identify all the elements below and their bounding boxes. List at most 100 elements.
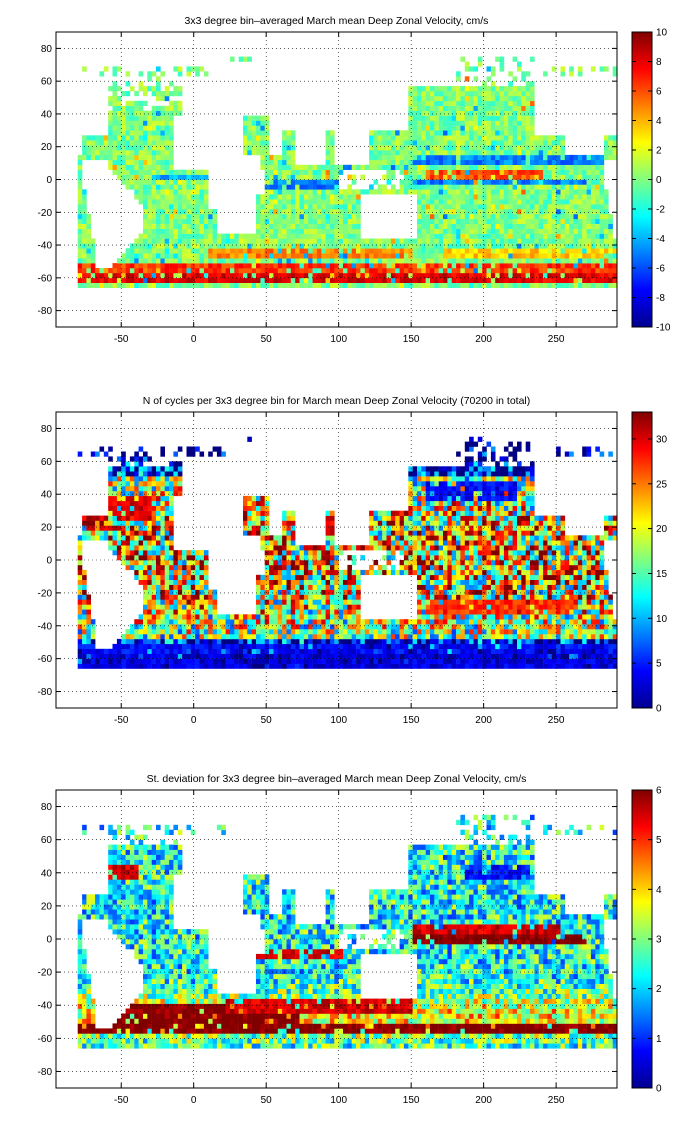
heatmap-cell <box>308 199 313 205</box>
heatmap-cell <box>425 634 431 640</box>
heatmap-cell <box>477 614 483 620</box>
heatmap-cell <box>434 643 439 650</box>
heatmap-cell <box>221 233 226 239</box>
heatmap-cell <box>521 658 526 664</box>
heatmap-cell <box>495 643 500 650</box>
heatmap-cell <box>251 643 257 650</box>
heatmap-cell <box>382 248 387 254</box>
heatmap-cell <box>517 184 522 190</box>
heatmap-cell <box>538 258 544 264</box>
heatmap-cell <box>538 213 544 220</box>
heatmap-cell <box>377 164 383 170</box>
heatmap-cell <box>325 135 331 141</box>
heatmap-cell <box>608 619 613 625</box>
heatmap-cell <box>129 150 135 156</box>
heatmap-cell <box>582 243 587 249</box>
heatmap-cell <box>82 135 87 141</box>
heatmap-cell <box>569 253 574 259</box>
heatmap-cell <box>203 169 209 175</box>
heatmap-cell <box>277 228 283 234</box>
heatmap-cell <box>251 624 257 630</box>
heatmap-cell <box>503 272 509 279</box>
heatmap-cell <box>417 218 422 224</box>
heatmap-cell <box>212 282 218 288</box>
heatmap-cell <box>386 154 392 161</box>
heatmap-cell <box>312 638 318 645</box>
heatmap-cell <box>299 248 305 254</box>
heatmap-cell <box>517 282 522 288</box>
heatmap-cell <box>277 663 283 669</box>
heatmap-cell <box>282 619 287 625</box>
heatmap-cell <box>390 638 396 645</box>
heatmap-cell <box>282 218 287 224</box>
heatmap-cell <box>138 81 144 87</box>
heatmap-cell <box>595 282 600 288</box>
heatmap-cell <box>208 614 213 620</box>
heatmap-cell <box>508 154 513 161</box>
heatmap-cell <box>169 189 174 195</box>
heatmap-cell <box>417 184 422 190</box>
heatmap-cell <box>469 194 474 200</box>
heatmap-cell <box>82 268 87 274</box>
heatmap-cell <box>325 634 331 640</box>
heatmap-cell <box>599 248 605 254</box>
heatmap-cell <box>521 115 526 121</box>
heatmap-cell <box>243 658 248 664</box>
heatmap-cell <box>208 209 213 215</box>
heatmap-cell <box>447 614 452 620</box>
heatmap-cell <box>247 56 252 62</box>
heatmap-cell <box>282 653 287 659</box>
heatmap-cell <box>299 228 305 234</box>
heatmap-cell <box>160 619 165 625</box>
heatmap-cell <box>390 282 396 288</box>
heatmap-cell <box>82 243 87 249</box>
heatmap-cell <box>277 253 283 259</box>
heatmap-cell <box>230 638 235 645</box>
heatmap-cell <box>86 248 91 254</box>
heatmap-cell <box>156 135 161 141</box>
heatmap-cell <box>338 638 344 645</box>
heatmap-cell <box>277 223 283 229</box>
heatmap-cell <box>286 263 292 269</box>
heatmap-cell <box>356 268 361 274</box>
heatmap-cell <box>408 86 413 92</box>
heatmap-cell <box>543 199 548 205</box>
heatmap-cell <box>369 653 374 659</box>
heatmap-cell <box>464 194 470 200</box>
heatmap-cell <box>351 663 357 669</box>
heatmap-cell <box>325 653 331 659</box>
heatmap-cell <box>412 253 418 259</box>
heatmap-cell <box>312 164 318 170</box>
heatmap-cell <box>373 145 379 151</box>
heatmap-cell <box>469 243 474 249</box>
heatmap-cell <box>486 120 492 126</box>
heatmap-cell <box>608 154 613 161</box>
heatmap-cell <box>347 218 352 224</box>
heatmap-cell <box>190 213 196 220</box>
heatmap-cell <box>125 629 131 635</box>
heatmap-cell <box>503 648 509 654</box>
heatmap-cell <box>347 228 352 234</box>
heatmap-cell <box>243 125 248 131</box>
heatmap-cell <box>143 263 148 269</box>
heatmap-cell <box>264 638 270 645</box>
heatmap-cell <box>508 634 513 640</box>
heatmap-cell <box>577 233 583 239</box>
heatmap-cell <box>590 663 596 669</box>
heatmap-cell <box>82 648 87 654</box>
heatmap-cell <box>190 638 196 645</box>
heatmap-cell <box>425 91 431 97</box>
heatmap-cell <box>599 66 605 72</box>
heatmap-cell <box>251 277 257 283</box>
heatmap-cell <box>77 223 83 229</box>
heatmap-cell <box>77 204 83 210</box>
heatmap-cell <box>199 66 205 72</box>
heatmap-cell <box>330 638 335 645</box>
heatmap-cell <box>556 277 561 283</box>
heatmap-cell <box>208 648 213 654</box>
heatmap-cell <box>443 233 448 239</box>
heatmap-cell <box>190 209 196 215</box>
heatmap-cell <box>173 66 178 72</box>
heatmap-cell <box>151 145 157 151</box>
heatmap-cell <box>399 243 405 249</box>
